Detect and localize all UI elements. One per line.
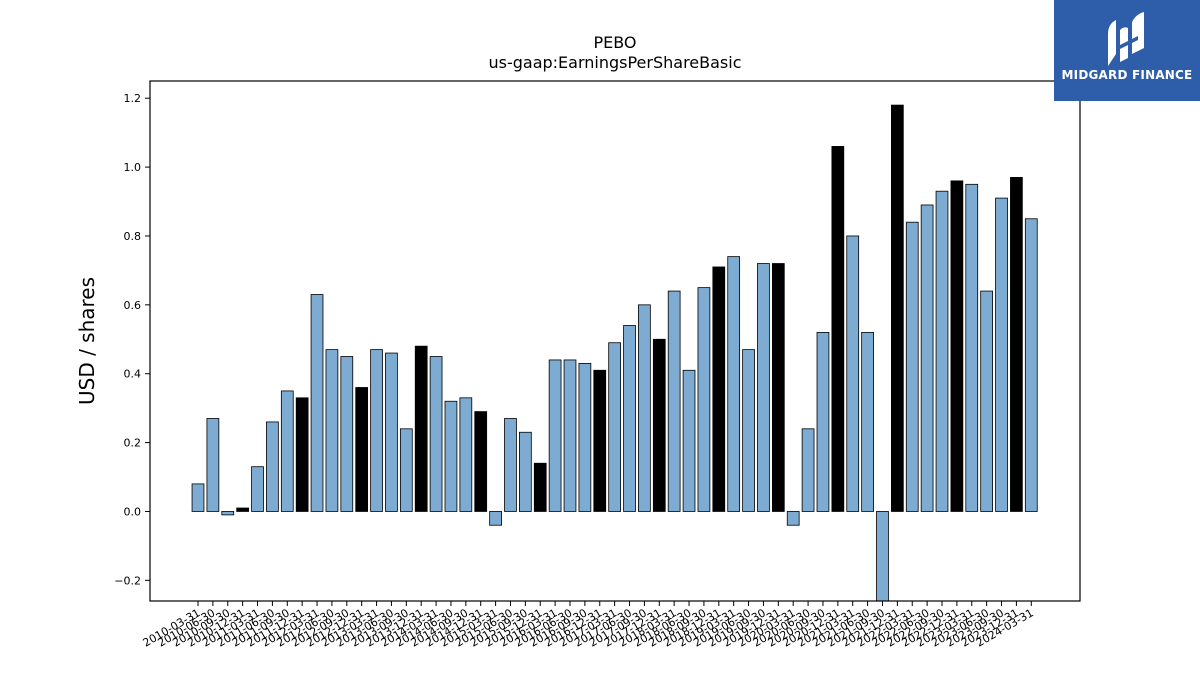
bar-2017-12-31 [652, 338, 666, 512]
bar-2019-03-31 [727, 256, 741, 512]
y-tick-label: 1.2 [124, 92, 142, 105]
y-tick-label: 0.0 [124, 505, 142, 518]
bar-2013-12-31 [414, 345, 428, 512]
bar-2012-03-31 [310, 294, 324, 512]
bar-2019-12-31 [771, 263, 785, 512]
y-tick-label: 0.6 [124, 299, 142, 312]
bar-2013-09-30 [399, 428, 413, 512]
y-tick-label: −0.2 [114, 574, 141, 587]
bar-2021-09-30 [876, 511, 889, 602]
y-tick-label: 0.4 [124, 368, 142, 381]
bar-2017-09-30 [638, 304, 651, 512]
bar-2023-03-31 [965, 183, 979, 512]
midgard-logo-icon [1108, 12, 1144, 66]
bar-2024-03-31 [1024, 218, 1038, 512]
y-axis-label: USD / shares [75, 277, 99, 405]
bar-2017-03-31 [608, 342, 621, 512]
bar-2022-03-31 [905, 221, 919, 512]
bar-2017-06-30 [623, 325, 636, 512]
bar-2015-06-30 [504, 418, 517, 512]
bar-2022-09-30 [935, 190, 949, 512]
bar-2018-06-30 [682, 369, 696, 512]
bar-2019-09-30 [757, 263, 770, 512]
bar-2015-03-31 [489, 511, 502, 526]
bar-2023-09-30 [995, 197, 1008, 512]
bar-2018-03-31 [667, 290, 681, 512]
bar-2023-06-30 [980, 290, 993, 512]
bar-2010-06-30 [206, 418, 220, 512]
bar-2016-03-31 [548, 359, 562, 512]
bar-2012-12-31 [355, 387, 369, 512]
bar-2020-12-31 [831, 146, 845, 512]
bar-2014-12-31 [474, 411, 488, 512]
bar-2019-06-30 [742, 349, 755, 512]
x-ticks-group: 2010-03-312010-06-302010-09-302010-12-31… [141, 601, 1036, 650]
bar-2023-12-31 [1010, 177, 1023, 512]
bar-2013-06-30 [385, 352, 398, 512]
bar-2022-12-31 [950, 180, 964, 512]
chart-title: PEBO [593, 33, 636, 52]
bar-2011-12-31 [295, 397, 309, 512]
bar-2021-03-31 [846, 235, 860, 512]
bar-2011-09-30 [280, 390, 294, 512]
y-tick-label: 0.8 [124, 230, 142, 243]
logo-text: MIDGARD FINANCE [1061, 68, 1193, 82]
bar-2011-03-31 [251, 466, 264, 512]
bar-2010-09-30 [221, 511, 235, 516]
bar-2013-03-31 [370, 349, 383, 512]
bar-2014-09-30 [459, 397, 473, 512]
bar-2020-03-31 [786, 511, 800, 526]
bar-2016-09-30 [578, 362, 592, 512]
bar-2022-06-30 [920, 204, 934, 512]
bar-2016-12-31 [593, 369, 607, 512]
bar-2010-12-31 [236, 507, 249, 512]
bar-2010-03-31 [191, 483, 205, 512]
bar-2012-09-30 [340, 356, 354, 512]
bar-2020-09-30 [816, 331, 830, 512]
bar-2015-09-30 [519, 431, 532, 512]
bar-2018-09-30 [697, 287, 711, 512]
bar-2014-03-31 [429, 356, 443, 512]
bar-2020-06-30 [801, 428, 815, 512]
y-tick-label: 1.0 [124, 161, 142, 174]
bar-2012-06-30 [325, 349, 339, 512]
y-tick-label: 0.2 [124, 437, 142, 450]
bars-group [191, 104, 1038, 602]
midgard-finance-logo: MIDGARD FINANCE [1054, 0, 1200, 101]
bar-2011-06-30 [266, 421, 279, 512]
bar-2016-06-30 [563, 359, 577, 512]
y-ticks-group: −0.2 0.0 0.2 0.4 0.6 0.8 1.0 1.2 [114, 92, 150, 587]
bar-2021-06-30 [861, 331, 874, 512]
bar-2015-12-31 [533, 462, 547, 512]
bar-2014-06-30 [444, 400, 458, 512]
bar-2021-12-31 [891, 104, 904, 512]
chart-subtitle: us-gaap:EarningsPerShareBasic [488, 53, 741, 72]
bar-2018-12-31 [712, 266, 726, 512]
plot-frame [149, 80, 1081, 602]
